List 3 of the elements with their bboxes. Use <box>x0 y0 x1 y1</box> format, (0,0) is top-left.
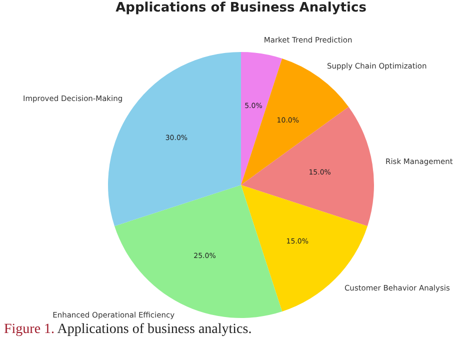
caption: Figure 1. Applications of business analytics. <box>4 322 252 338</box>
pie-slice <box>241 106 374 226</box>
chart-title: Applications of Business Analytics <box>116 0 367 16</box>
